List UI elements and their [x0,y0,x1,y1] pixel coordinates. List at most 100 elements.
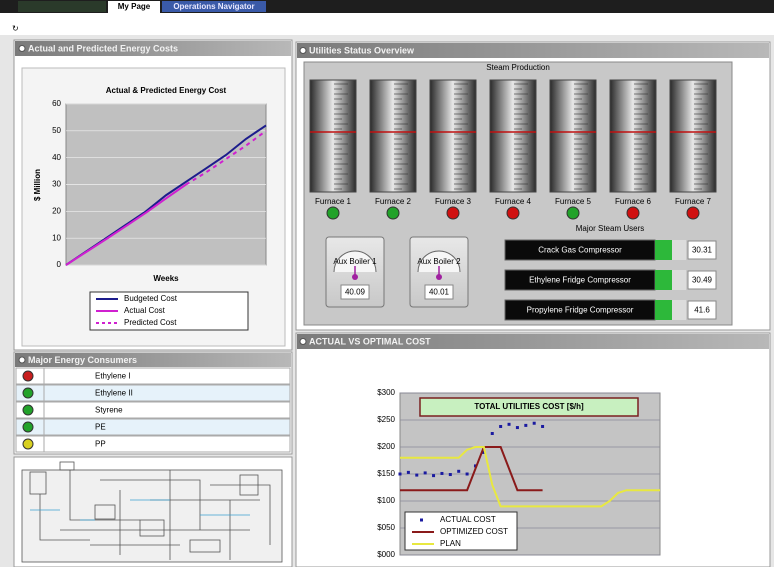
data-point [491,432,494,435]
gauge [550,80,596,192]
legend-label: OPTIMIZED COST [440,527,508,536]
status-light [447,207,459,219]
legend-label: ACTUAL COST [440,515,496,524]
table-row [16,368,290,384]
y-axis-label: $ Million [33,169,42,201]
table-row [16,402,290,418]
y-tick-label: 60 [52,99,61,108]
row-label: PE [95,423,106,432]
schematic [22,462,282,562]
table-row [16,436,290,452]
x-axis-label: Weeks [153,274,179,283]
section-title: Steam Production [486,63,550,72]
furnace-label: Furnace 6 [615,197,652,206]
user-value: 30.49 [692,276,713,285]
dashboard: My Page Operations Navigator ↻ Actual an… [0,0,774,567]
status-light [23,439,33,449]
user-track [672,300,686,320]
user-value: 41.6 [694,306,710,315]
user-track [672,240,686,260]
status-light [23,422,33,432]
y-tick-label: 50 [52,126,61,135]
status-light [387,207,399,219]
y-tick-label: 0 [57,260,62,269]
panel-title: Actual and Predicted Energy Costs [28,43,178,53]
panel-icon [300,48,306,54]
gauge [490,80,536,192]
data-point [499,425,502,428]
data-point [424,471,427,474]
data-point [541,425,544,428]
y-tick-label: $200 [377,442,395,451]
legend-label: Budgeted Cost [124,294,178,303]
panel-title: ACTUAL VS OPTIMAL COST [309,336,431,346]
chart-title: TOTAL UTILITIES COST [$/h] [474,402,584,411]
dial-hub [436,274,442,280]
tab[interactable] [18,1,106,12]
y-tick-label: $300 [377,388,395,397]
data-point [466,473,469,476]
panel-icon [300,339,306,345]
gauge [310,80,356,192]
boiler-value: 40.09 [345,288,366,297]
status-light [507,207,519,219]
y-tick-label: $000 [377,550,395,559]
status-light [627,207,639,219]
panel-icon [19,46,25,52]
tab-label[interactable]: Operations Navigator [173,2,254,11]
gauge [610,80,656,192]
data-point [449,473,452,476]
status-light [23,371,33,381]
y-tick-label: $250 [377,415,395,424]
data-point [432,474,435,477]
legend-label: Actual Cost [124,306,166,315]
table-row [16,385,290,401]
furnace-label: Furnace 3 [435,197,472,206]
status-light [23,388,33,398]
toolbar [0,13,774,35]
y-tick-label: 20 [52,206,61,215]
user-level [655,270,672,290]
boiler-label: Aux Boiler 2 [417,257,461,266]
table-row [16,419,290,435]
status-light [23,405,33,415]
row-label: Styrene [95,406,123,415]
row-label: Ethylene II [95,389,133,398]
tab-label[interactable]: My Page [118,2,151,11]
legend-label: PLAN [440,539,461,548]
status-light [327,207,339,219]
data-point [524,424,527,427]
furnace-label: Furnace 2 [375,197,412,206]
user-value: 30.31 [692,246,713,255]
data-point [415,474,418,477]
y-tick-label: 10 [52,233,61,242]
data-point [508,423,511,426]
boiler-label: Aux Boiler 1 [333,257,377,266]
legend-swatch [420,519,423,522]
status-light [687,207,699,219]
y-tick-label: 40 [52,153,61,162]
data-point [533,422,536,425]
y-tick-label: $100 [377,496,395,505]
boiler-value: 40.01 [429,288,450,297]
furnace-label: Furnace 1 [315,197,352,206]
dial-hub [352,274,358,280]
panel-title: Utilities Status Overview [309,45,415,55]
data-point [457,470,460,473]
gauge [430,80,476,192]
furnace-label: Furnace 4 [495,197,532,206]
user-level [655,240,672,260]
y-tick-label: 30 [52,180,61,189]
user-label: Ethylene Fridge Compressor [529,276,631,285]
toolbar-icon[interactable]: ↻ [12,24,19,33]
row-label: Ethylene I [95,372,131,381]
panel-title: Major Energy Consumers [28,355,137,365]
row-label: PP [95,440,106,449]
legend-label: Predicted Cost [124,318,177,327]
chart-title: Actual & Predicted Energy Cost [106,86,227,95]
gauge [670,80,716,192]
user-label: Crack Gas Compressor [538,246,622,255]
status-light [567,207,579,219]
user-level [655,300,672,320]
y-tick-label: $150 [377,469,395,478]
